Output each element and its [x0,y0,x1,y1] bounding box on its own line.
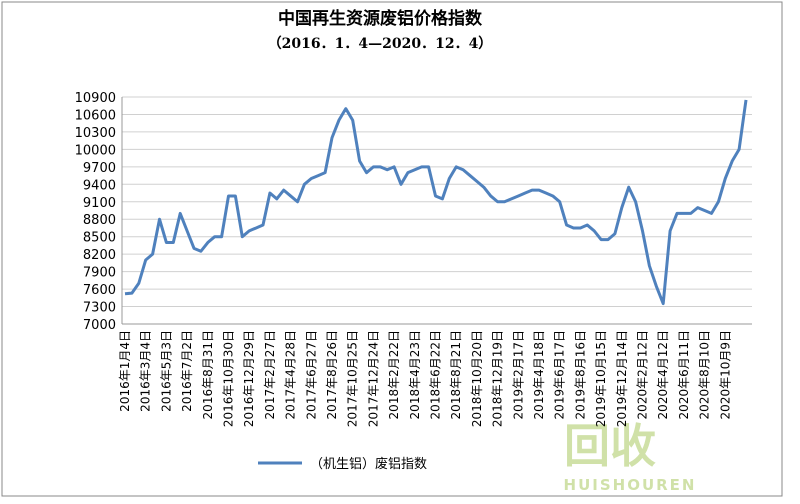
x-tick-label: 2018年4月23日 [408,330,422,419]
x-tick-label: 2017年8月26日 [325,330,339,419]
legend-label: （机生铝）废铝指数 [310,456,427,472]
y-tick-label: 7600 [83,283,116,298]
chart-frame [1,1,783,497]
x-tick-label: 2019年8月16日 [573,330,587,419]
x-tick-label: 2016年7月2日 [180,330,194,412]
y-tick-label: 9700 [83,161,116,176]
x-tick-label: 2017年2月27日 [263,330,277,419]
watermark: 回收 [564,419,656,473]
x-tick-label: 2017年10月25日 [346,330,360,427]
y-tick-label: 10000 [75,143,116,158]
x-tick-label: 2019年2月17日 [511,330,525,419]
x-tick-label: 2016年1月4日 [118,330,132,412]
x-tick-label: 2016年10月30日 [222,330,236,427]
y-tick-label: 8500 [83,231,116,246]
x-tick-label: 2020年8月10日 [698,330,712,419]
x-tick-label: 2019年6月17日 [553,330,567,419]
watermark-subtext: HUISHOUREN [564,476,697,494]
y-tick-label: 10900 [75,91,116,106]
x-tick-label: 2018年8月21日 [449,330,463,419]
y-tick-label: 10600 [75,108,116,123]
x-tick-label: 2020年4月12日 [656,330,670,419]
x-tick-label: 2016年12月29日 [242,330,256,427]
x-tick-label: 2017年12月24日 [366,330,380,427]
y-tick-label: 9400 [83,178,116,193]
x-tick-label: 2018年2月22日 [387,330,401,419]
x-tick-label: 2017年4月28日 [284,330,298,419]
x-tick-label: 2020年6月11日 [677,330,691,419]
x-tick-label: 2018年6月22日 [429,330,443,419]
x-tick-label: 2019年4月18日 [532,330,546,419]
x-tick-label: 2018年10月20日 [470,330,484,427]
y-tick-label: 10300 [75,126,116,141]
x-tick-label: 2017年6月27日 [304,330,318,419]
x-tick-label: 2019年10月15日 [594,330,608,427]
chart-title: 中国再生资源废铝价格指数 [278,8,483,29]
data-line [124,99,748,306]
y-tick-label: 9100 [83,196,116,211]
y-tick-label: 8800 [83,213,116,228]
y-tick-label: 7900 [83,266,116,281]
x-tick-label: 2018年12月19日 [491,330,505,427]
y-tick-label: 8200 [83,248,116,263]
x-tick-label: 2016年3月4日 [139,330,153,412]
y-tick-label: 7000 [83,318,116,333]
x-tick-label: 2020年2月12日 [636,330,650,419]
y-tick-label: 7300 [83,301,116,316]
x-tick-label: 2019年12月14日 [615,330,629,427]
x-tick-label: 2016年5月3日 [159,330,173,412]
x-tick-label: 2020年10月9日 [718,330,732,419]
chart-subtitle: （2016．1．4—2020．12．4） [268,36,493,52]
x-tick-label: 2016年8月31日 [201,330,215,419]
